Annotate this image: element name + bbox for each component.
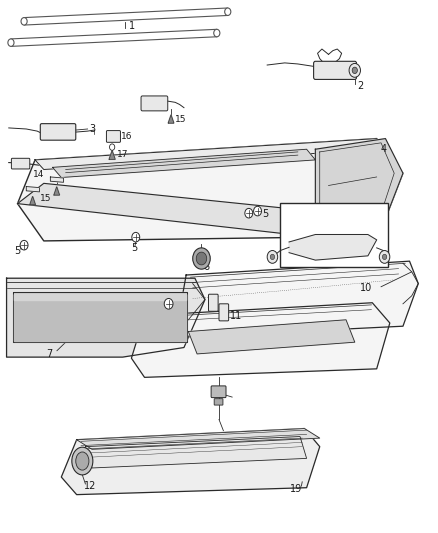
Text: 12: 12 [84, 481, 96, 491]
FancyBboxPatch shape [141, 96, 168, 111]
Polygon shape [53, 149, 315, 177]
Circle shape [20, 240, 28, 250]
Polygon shape [14, 294, 186, 341]
Circle shape [270, 254, 275, 260]
Circle shape [196, 252, 207, 265]
Circle shape [214, 29, 220, 37]
Circle shape [352, 67, 357, 74]
Text: 9: 9 [378, 218, 385, 228]
Circle shape [8, 39, 14, 46]
Polygon shape [7, 278, 205, 357]
Text: 15: 15 [175, 116, 187, 124]
Ellipse shape [72, 447, 93, 475]
Circle shape [349, 63, 360, 77]
Polygon shape [26, 187, 39, 192]
Circle shape [379, 251, 390, 263]
Polygon shape [85, 437, 307, 468]
Polygon shape [14, 294, 186, 300]
Polygon shape [77, 429, 320, 449]
Circle shape [267, 251, 278, 263]
FancyBboxPatch shape [40, 124, 76, 140]
Text: 5: 5 [14, 246, 21, 255]
Circle shape [193, 248, 210, 269]
Polygon shape [179, 261, 418, 337]
Circle shape [245, 208, 253, 218]
Text: 14: 14 [144, 98, 155, 107]
Polygon shape [54, 187, 60, 195]
Polygon shape [50, 177, 64, 182]
FancyBboxPatch shape [214, 399, 223, 405]
Text: 6: 6 [204, 262, 210, 271]
Text: 5: 5 [262, 209, 268, 219]
Circle shape [254, 206, 261, 216]
Polygon shape [35, 139, 385, 169]
Text: 1: 1 [129, 21, 135, 30]
Bar [280, 203, 388, 266]
Text: 5: 5 [131, 244, 137, 253]
Polygon shape [168, 115, 174, 123]
Polygon shape [30, 196, 35, 205]
FancyBboxPatch shape [211, 386, 226, 398]
Polygon shape [188, 320, 355, 354]
Polygon shape [109, 150, 115, 159]
Circle shape [225, 8, 231, 15]
Circle shape [382, 254, 387, 260]
Polygon shape [18, 183, 385, 237]
Polygon shape [61, 429, 320, 495]
Text: 8: 8 [157, 303, 163, 313]
Polygon shape [315, 139, 403, 237]
Text: 16: 16 [121, 132, 132, 141]
Circle shape [21, 18, 27, 25]
Polygon shape [18, 139, 403, 241]
Circle shape [110, 144, 115, 150]
Polygon shape [289, 235, 377, 260]
FancyBboxPatch shape [11, 158, 30, 169]
FancyBboxPatch shape [219, 304, 229, 321]
Text: 17: 17 [117, 150, 129, 159]
Polygon shape [13, 292, 187, 342]
FancyBboxPatch shape [314, 61, 357, 79]
Circle shape [164, 298, 173, 309]
FancyBboxPatch shape [208, 294, 218, 311]
Circle shape [132, 232, 140, 242]
Text: 19: 19 [290, 484, 303, 494]
Polygon shape [131, 303, 390, 377]
Text: 7: 7 [46, 349, 52, 359]
Ellipse shape [76, 452, 89, 470]
Text: 2: 2 [357, 82, 363, 91]
Text: 15: 15 [40, 194, 52, 203]
Text: 4: 4 [380, 144, 386, 154]
Text: 3: 3 [89, 124, 95, 134]
Text: 13: 13 [223, 433, 236, 443]
Text: 11: 11 [230, 311, 243, 320]
FancyBboxPatch shape [106, 131, 120, 142]
Text: 10: 10 [360, 283, 372, 293]
Text: 14: 14 [33, 171, 44, 179]
